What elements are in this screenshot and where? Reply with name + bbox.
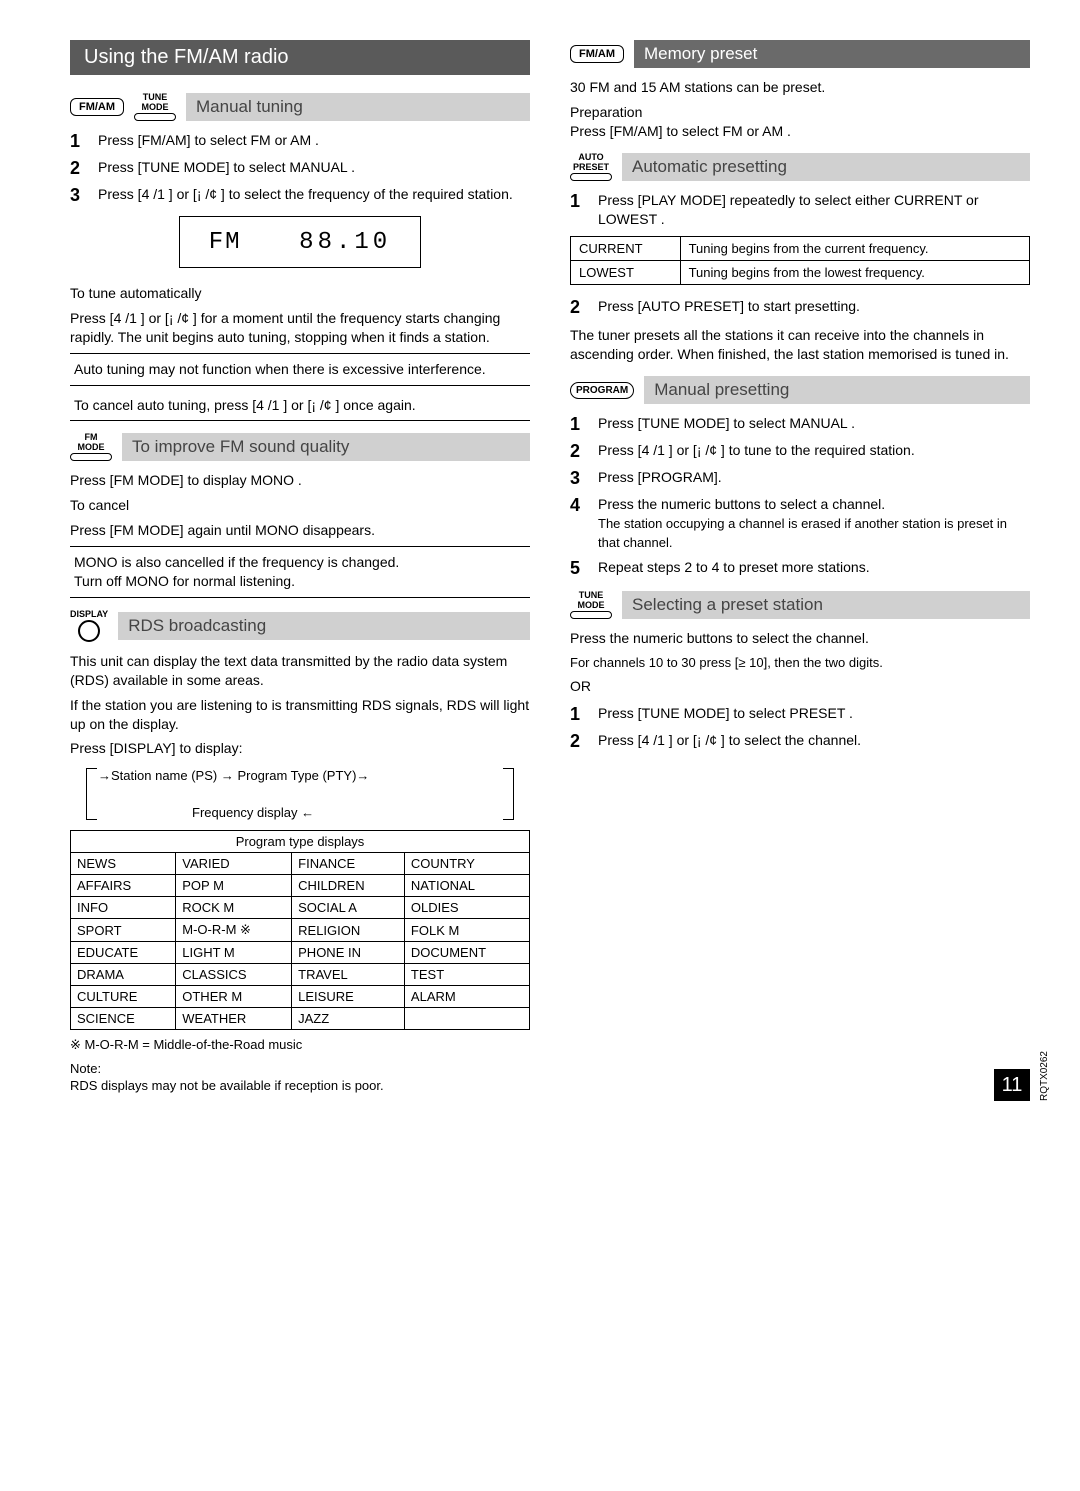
pty-cell: SOCIAL A [292,897,405,919]
pty-cell: NEWS [71,853,176,875]
rds-para3: Press [DISPLAY] to display: [70,739,530,758]
auto-tune-heading: To tune automatically [70,284,530,303]
pty-cell: LEISURE [292,986,405,1008]
pty-cell: TEST [404,964,529,986]
pty-cell: JAZZ [292,1008,405,1030]
pty-cell: COUNTRY [404,853,529,875]
auto-tune-body: Press [4 /1 ] or [¡ /¢ ] for a moment un… [70,309,530,347]
select-preset-header: TUNE MODE Selecting a preset station [570,591,1030,619]
manual-tuning-steps: 1Press [FM/AM] to select FM or AM . 2Pre… [70,131,530,206]
rds-footnote2: RDS displays may not be available if rec… [70,1077,530,1095]
pty-cell: LIGHT M [176,942,292,964]
pty-cell: PHONE IN [292,942,405,964]
memory-prep-body: Press [FM/AM] to select FM or AM . [570,122,1030,141]
pty-cell: ROCK M [176,897,292,919]
auto-tune-note1: Auto tuning may not function when there … [70,353,530,386]
fm-mode-button-icon: FM MODE [70,433,112,461]
pty-cell: M-O-R-M ※ [176,919,292,942]
pty-cell: POP M [176,875,292,897]
fm-quality-note: MONO is also cancelled if the frequency … [70,546,530,598]
pty-cell: INFO [71,897,176,919]
pty-cell: DOCUMENT [404,942,529,964]
select-preset-steps: 1Press [TUNE MODE] to select PRESET . 2P… [570,704,1030,752]
memory-intro: 30 FM and 15 AM stations can be preset. [570,78,1030,97]
pty-cell: OTHER M [176,986,292,1008]
rds-para2: If the station you are listening to is t… [70,696,530,734]
memory-heading: Memory preset [634,40,1030,68]
pty-cell: RELIGION [292,919,405,942]
pty-cell: CULTURE [71,986,176,1008]
auto-preset-steps-2: 2Press [AUTO PRESET] to start presetting… [570,297,1030,318]
pty-cell [404,1008,529,1030]
page-number: 11 [994,1069,1030,1101]
fm-quality-header: FM MODE To improve FM sound quality [70,433,530,461]
select-preset-or: OR [570,677,1030,696]
fm-am-button-icon-2: FM/AM [570,45,624,63]
pty-cell: FINANCE [292,853,405,875]
tune-mode-button-icon-2: TUNE MODE [570,591,612,619]
auto-preset-button-icon: AUTO PRESET [570,153,612,181]
pty-cell: FOLK M [404,919,529,942]
rds-flow: →Station name (PS) → Program Type (PTY)→… [82,768,518,820]
manual-tuning-heading: Manual tuning [186,93,530,121]
right-column: FM/AM Memory preset 30 FM and 15 AM stat… [570,40,1030,1101]
rds-heading: RDS broadcasting [118,612,530,640]
tune-mode-button-icon: TUNE MODE [134,93,176,121]
pty-table: Program type displays NEWSVARIEDFINANCEC… [70,830,530,1030]
manual-preset-heading: Manual presetting [644,376,1030,404]
auto-preset-steps: 1Press [PLAY MODE] repeatedly to select … [570,191,1030,229]
pty-cell: NATIONAL [404,875,529,897]
pty-cell: WEATHER [176,1008,292,1030]
fm-quality-line2: Press [FM MODE] again until MONO disappe… [70,521,530,540]
left-column: Using the FM/AM radio FM/AM TUNE MODE Ma… [70,40,530,1101]
manual-preset-steps: 1Press [TUNE MODE] to select MANUAL . 2P… [570,414,1030,579]
auto-preset-after: The tuner presets all the stations it ca… [570,326,1030,364]
pty-cell: CHILDREN [292,875,405,897]
select-preset-line2: For channels 10 to 30 press [≥ 10], then… [570,654,1030,672]
pty-cell: VARIED [176,853,292,875]
select-preset-line1: Press the numeric buttons to select the … [570,629,1030,648]
rds-para1: This unit can display the text data tran… [70,652,530,690]
pty-cell: DRAMA [71,964,176,986]
pty-cell: OLDIES [404,897,529,919]
pty-cell: SCIENCE [71,1008,176,1030]
pty-cell: EDUCATE [71,942,176,964]
memory-header: FM/AM Memory preset [570,40,1030,68]
auto-tune-note2: To cancel auto tuning, press [4 /1 ] or … [70,390,530,422]
fm-quality-heading: To improve FM sound quality [122,433,530,461]
pty-cell: CLASSICS [176,964,292,986]
auto-preset-table: CURRENTTuning begins from the current fr… [570,236,1030,285]
pty-cell: ALARM [404,986,529,1008]
pty-cell: TRAVEL [292,964,405,986]
auto-preset-heading: Automatic presetting [622,153,1030,181]
pty-cell: SPORT [71,919,176,942]
select-preset-heading: Selecting a preset station [622,591,1030,619]
manual-tuning-header: FM/AM TUNE MODE Manual tuning [70,93,530,121]
program-button-icon: PROGRAM [570,382,634,399]
rds-footnote2-head: Note: [70,1060,530,1078]
pty-cell: AFFAIRS [71,875,176,897]
fm-am-button-icon: FM/AM [70,98,124,116]
manual-preset-header: PROGRAM Manual presetting [570,376,1030,404]
fm-quality-line1: Press [FM MODE] to display MONO . [70,471,530,490]
rds-header: DISPLAY RDS broadcasting [70,610,530,642]
lcd-display: FM 88.10 [179,216,421,268]
memory-prep-head: Preparation [570,103,1030,122]
fm-quality-cancel-head: To cancel [70,496,530,515]
rds-footnote1: ※ M-O-R-M = Middle-of-the-Road music [70,1036,530,1054]
page-title: Using the FM/AM radio [70,40,530,75]
doc-code: RQTX0262 [1039,1051,1050,1101]
auto-preset-header: AUTO PRESET Automatic presetting [570,153,1030,181]
display-button-icon: DISPLAY [70,610,108,642]
